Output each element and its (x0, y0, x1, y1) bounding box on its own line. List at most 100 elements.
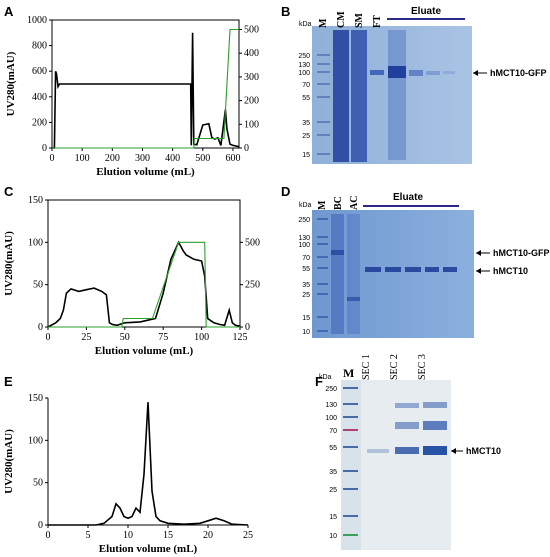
lane-sm (351, 30, 367, 162)
panel-label: F (315, 374, 323, 389)
arrow-head-icon (473, 70, 478, 76)
uv-trace (48, 402, 249, 526)
y-tick-label: 1000 (27, 15, 47, 26)
y-tick-label: 400 (32, 92, 47, 103)
imidazole-gradient (52, 28, 239, 149)
marker-label: 55 (302, 266, 310, 273)
x-tick-label: 10 (123, 530, 133, 541)
y2-tick-label: 0 (244, 143, 249, 154)
y-axis-label: UV280(mAU) (5, 51, 17, 116)
x-axis-label: Elution volume (mL) (96, 166, 195, 178)
marker-labels: 250 130 100 70 55 35 25 15 10 (325, 386, 337, 540)
plot-frame (47, 199, 241, 328)
marker-label: 15 (302, 315, 310, 322)
x-tick-label: 20 (203, 530, 213, 541)
x-tick-label: 50 (120, 332, 130, 343)
marker-label: 35 (329, 469, 337, 476)
marker-label: 15 (302, 152, 310, 159)
eluate-lane-1 (388, 30, 406, 160)
marker-label: 250 (298, 53, 310, 60)
panel-label: B (281, 4, 291, 19)
lane-ft (370, 70, 384, 75)
x-tick-label: 600 (225, 153, 240, 164)
eluate-label: Eluate (411, 6, 442, 17)
marker-label: 25 (302, 133, 310, 140)
marker-label: 100 (298, 70, 310, 77)
x-tick-label: 200 (105, 153, 120, 164)
y-tick-label: 100 (28, 237, 43, 248)
eluate-band-2 (409, 70, 423, 76)
x-tick-label: 0 (46, 332, 51, 343)
lane-label-sec2: SEC 2 (389, 354, 400, 380)
chart-a: 0 100 200 300 400 500 600 0 200 400 600 800 1000 0 100… (5, 15, 259, 178)
x-tick-label: 125 (233, 332, 248, 343)
y-tick-label: 150 (28, 393, 43, 404)
x-tick-label: 0 (46, 530, 51, 541)
y-tick-label: 150 (28, 195, 43, 206)
marker-lane (317, 218, 328, 332)
lane-labels: M BC AC (317, 196, 360, 210)
arrow-head-icon (476, 250, 481, 256)
lane-ac (347, 214, 360, 334)
panel-f: F 250 130 100 70 55 35 25 15 10 kDa M SE (275, 354, 550, 557)
panel-e: E 0 5 10 15 20 25 0 50 100 150 Elution volume (mL)… (0, 370, 270, 557)
band-annotation: hMCT10-GFP (493, 248, 550, 258)
y2-tick-label: 100 (244, 119, 259, 130)
marker-label: 10 (329, 533, 337, 540)
uv-trace (52, 32, 240, 149)
lane-label-sec1: SEC 1 (361, 354, 372, 380)
panel-label: E (4, 374, 13, 389)
eluate-bands (365, 267, 457, 272)
lane-label: FT (372, 15, 383, 28)
lane-ac-band (347, 297, 360, 301)
y-tick-label: 50 (33, 280, 43, 291)
y-tick-label: 0 (42, 143, 47, 154)
band-annotation: hMCT10-GFP (490, 68, 547, 78)
marker-label: 55 (329, 445, 337, 452)
y-axis-label: UV280(mAU) (3, 231, 15, 296)
lane-label: M (317, 200, 328, 210)
kda-label: kDa (299, 21, 312, 28)
marker-label: 15 (329, 514, 337, 521)
marker-label: 130 (298, 62, 310, 69)
imidazole-gradient (48, 241, 240, 328)
y-tick-label: 600 (32, 66, 47, 77)
eluate-label: Eluate (393, 192, 424, 203)
x-tick-label: 100 (194, 332, 209, 343)
y2-tick-label: 300 (244, 72, 259, 83)
x-tick-label: 25 (243, 530, 253, 541)
marker-label: 55 (302, 95, 310, 102)
lane-label: CM (336, 11, 347, 28)
y-tick-label: 200 (32, 117, 47, 128)
marker-label: 250 (325, 386, 337, 393)
x-tick-label: 5 (86, 530, 91, 541)
kda-label: kDa (299, 202, 312, 209)
y-tick-label: 100 (28, 435, 43, 446)
marker-lane (343, 387, 358, 536)
eluate-band-1 (388, 66, 406, 78)
marker-label: 25 (329, 487, 337, 494)
panel-label: C (4, 184, 14, 199)
x-tick-label: 300 (135, 153, 150, 164)
lane-cm (333, 30, 349, 162)
marker-label: 130 (298, 235, 310, 242)
y-tick-label: 50 (33, 478, 43, 489)
marker-label: 35 (302, 120, 310, 127)
marker-label: 70 (329, 428, 337, 435)
y2-tick-label: 200 (244, 96, 259, 107)
x-tick-label: 100 (75, 153, 90, 164)
y-tick-label: 0 (38, 520, 43, 531)
marker-lane (317, 54, 330, 155)
x-tick-label: 75 (158, 332, 168, 343)
band-annotation: hMCT10 (466, 446, 502, 456)
lane-label: M (318, 18, 329, 28)
panel-label: D (281, 184, 291, 199)
x-tick-label: 500 (195, 153, 210, 164)
y2-tick-label: 500 (244, 24, 259, 35)
x-axis-label: Elution volume (mL) (95, 345, 194, 357)
marker-label: 25 (302, 292, 310, 299)
y2-tick-label: 500 (245, 237, 260, 248)
arrow-head-icon (451, 448, 456, 454)
